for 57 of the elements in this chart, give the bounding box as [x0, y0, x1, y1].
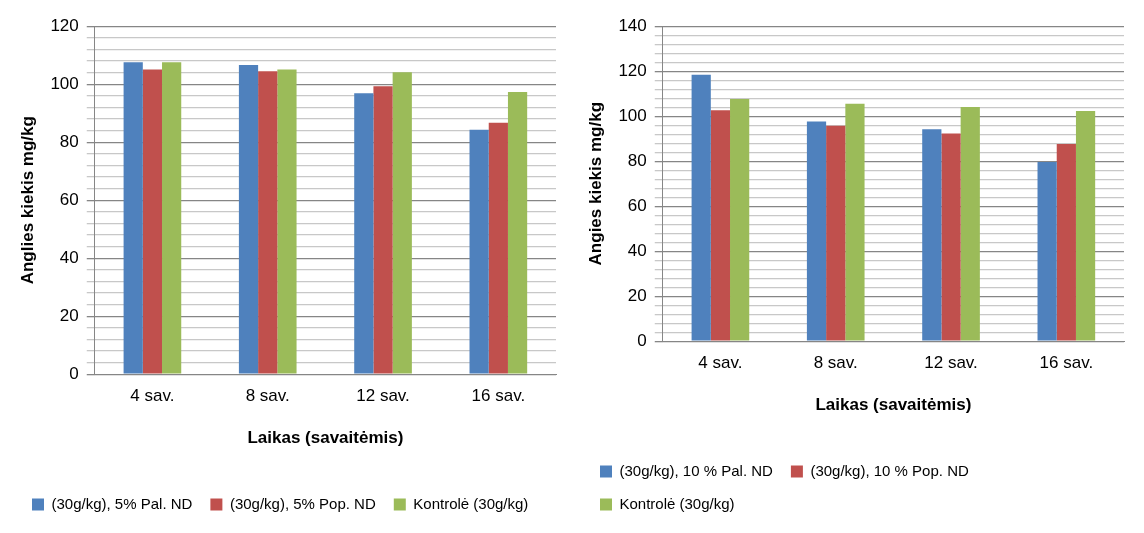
bar: [238, 65, 259, 374]
x-tick-label: 16 sav.: [471, 386, 526, 406]
x-axis-title: Laikas (savaitėmis): [815, 395, 972, 415]
x-tick-label: 8 sav.: [245, 386, 290, 406]
legend-label: (30g/kg), 10 % Pal. ND: [619, 461, 774, 479]
y-tick-label: 120: [50, 15, 79, 35]
bar: [123, 62, 143, 374]
y-tick-label: 120: [618, 60, 647, 80]
bar: [826, 125, 846, 341]
legend-label: Kontrolė (30g/kg): [619, 494, 735, 512]
bar: [277, 69, 297, 374]
legend-label: (30g/kg), 10 % Pop. ND: [810, 461, 969, 479]
y-tick-label: 20: [59, 305, 79, 325]
y-tick-label: 40: [627, 240, 647, 260]
legend-label: Kontrolė (30g/kg): [413, 494, 529, 512]
x-axis-title: Laikas (savaitėmis): [247, 428, 404, 448]
y-tick-label: 100: [618, 105, 647, 125]
x-tick-label: 12 sav.: [356, 386, 410, 406]
bar: [258, 71, 278, 374]
bar: [373, 86, 393, 374]
y-tick-label: 80: [627, 150, 647, 170]
x-tick-label: 4 sav.: [130, 386, 175, 406]
bar: [941, 133, 961, 341]
y-tick-label: 100: [50, 73, 79, 93]
y-tick-label: 40: [59, 247, 79, 267]
bar: [1037, 161, 1057, 341]
bar: [354, 93, 374, 374]
bar: [806, 121, 827, 341]
y-axis-title: Angies kiekis mg/kg: [585, 101, 605, 266]
legend-label: (30g/kg), 5% Pop. ND: [229, 494, 376, 512]
bar: [507, 92, 528, 374]
bar: [488, 122, 508, 374]
x-tick-label: 12 sav.: [924, 353, 978, 373]
bar: [1075, 111, 1096, 341]
bar: [922, 129, 942, 341]
bar: [730, 98, 750, 341]
x-tick-label: 4 sav.: [698, 353, 743, 373]
y-tick-label: 140: [618, 15, 647, 35]
x-tick-label: 16 sav.: [1039, 353, 1094, 373]
y-axis-title: Anglies kiekis mg/kg: [17, 116, 37, 285]
x-tick-label: 8 sav.: [813, 353, 858, 373]
bar: [392, 72, 412, 374]
bar: [710, 110, 731, 341]
bar: [469, 129, 489, 374]
y-tick-label: 0: [637, 330, 647, 350]
bar: [1056, 143, 1076, 341]
y-tick-label: 0: [69, 363, 79, 383]
bar: [142, 69, 163, 374]
bar: [960, 106, 980, 341]
y-tick-label: 80: [59, 131, 79, 151]
y-tick-label: 60: [627, 195, 647, 215]
bar: [162, 62, 182, 374]
y-tick-label: 20: [627, 285, 647, 305]
legend-label: (30g/kg), 5% Pal. ND: [51, 494, 193, 512]
bar: [845, 103, 865, 341]
bar: [691, 74, 711, 341]
y-tick-label: 60: [59, 189, 79, 209]
